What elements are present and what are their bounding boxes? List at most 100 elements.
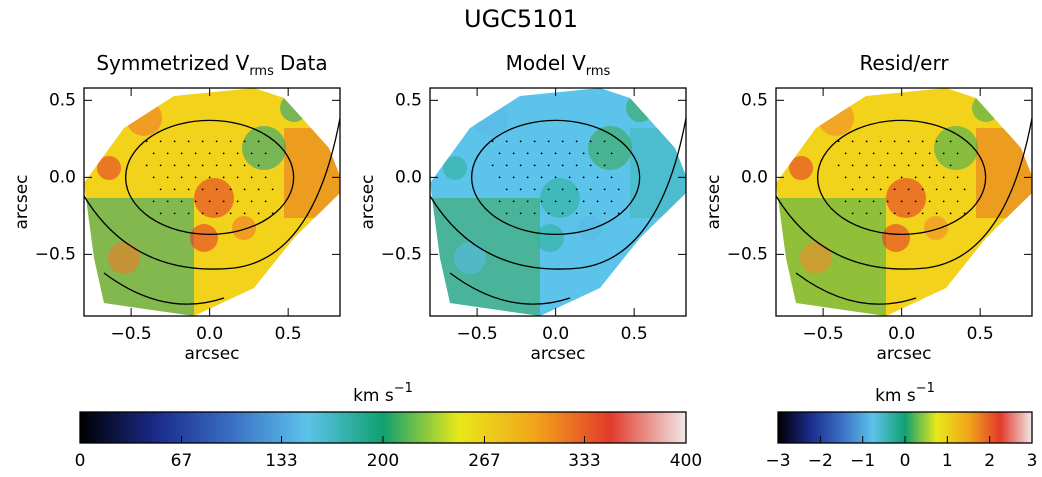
spaxel (222, 200, 225, 203)
spaxel (603, 164, 606, 167)
spaxel (879, 188, 882, 191)
spaxel (533, 140, 536, 143)
figure-title: UGC5101 (464, 5, 578, 33)
spaxel (215, 212, 218, 215)
spaxel (229, 140, 232, 143)
spaxel (194, 200, 197, 203)
spaxel (893, 164, 896, 167)
spaxel (603, 188, 606, 191)
spaxel (271, 212, 274, 215)
spaxel (900, 200, 903, 203)
spaxel (145, 164, 148, 167)
spaxel (236, 176, 239, 179)
field-blob (800, 242, 832, 274)
spaxel (907, 164, 910, 167)
x-tick-label: 0.0 (196, 324, 223, 344)
field-blob (232, 216, 256, 240)
spaxel (201, 188, 204, 191)
spaxel (858, 176, 861, 179)
x-tick-label: −0.5 (456, 324, 497, 344)
contour (83, 117, 341, 270)
spaxel (554, 176, 557, 179)
spaxel (575, 212, 578, 215)
spaxel (512, 152, 515, 155)
spaxel (575, 140, 578, 143)
spaxel (956, 152, 959, 155)
spaxel (893, 188, 896, 191)
spaxel (949, 212, 952, 215)
spaxel (568, 176, 571, 179)
spaxel (547, 212, 550, 215)
spaxel (928, 200, 931, 203)
spaxel (208, 200, 211, 203)
spaxel (561, 140, 564, 143)
spaxel (582, 200, 585, 203)
spaxel (547, 140, 550, 143)
x-tick-label: −0.5 (802, 324, 843, 344)
x-tick-label: 0.0 (888, 324, 915, 344)
spaxel (187, 212, 190, 215)
spaxel (173, 164, 176, 167)
spaxel (215, 188, 218, 191)
field-blob (578, 216, 602, 240)
spaxel (236, 200, 239, 203)
spaxel (533, 212, 536, 215)
x-tick-label: 333 (568, 451, 600, 471)
spaxel (851, 140, 854, 143)
spaxel (491, 140, 494, 143)
spaxel (872, 200, 875, 203)
contour (795, 272, 917, 305)
spaxel (540, 152, 543, 155)
x-tick-label: −3 (765, 451, 790, 471)
field-blob (882, 224, 910, 252)
spaxel (547, 164, 550, 167)
spaxel (519, 164, 522, 167)
spaxel (582, 152, 585, 155)
spaxel (942, 200, 945, 203)
field-edge (284, 128, 340, 218)
plot-frame (775, 87, 1033, 317)
y-tick-label: 0.0 (395, 167, 422, 187)
spaxel (159, 212, 162, 215)
spaxel (145, 140, 148, 143)
spaxel (928, 176, 931, 179)
spaxel (575, 188, 578, 191)
spaxel (505, 188, 508, 191)
spaxel (603, 212, 606, 215)
spaxel (243, 188, 246, 191)
spaxel (152, 200, 155, 203)
x-tick-label: 0 (75, 451, 86, 471)
x-tick-label: −1 (850, 451, 875, 471)
spaxel (886, 176, 889, 179)
contour (429, 117, 687, 270)
spaxel (498, 152, 501, 155)
spaxel (243, 212, 246, 215)
field-blob (934, 126, 978, 170)
spaxel (526, 200, 529, 203)
contour (775, 117, 1033, 270)
spaxel (540, 200, 543, 203)
spaxel (533, 188, 536, 191)
spaxel (505, 140, 508, 143)
spaxel (519, 188, 522, 191)
spaxel (512, 176, 515, 179)
spaxel (257, 188, 260, 191)
spaxel (610, 200, 613, 203)
spaxel (921, 164, 924, 167)
spaxel (596, 176, 599, 179)
y-axis-label: arcsec (704, 174, 724, 229)
spaxel (215, 140, 218, 143)
spaxel (201, 212, 204, 215)
spaxel (257, 140, 260, 143)
spaxel (547, 188, 550, 191)
y-tick-label: 0.5 (741, 90, 768, 110)
spaxel (596, 152, 599, 155)
spaxel (505, 212, 508, 215)
spaxel (851, 212, 854, 215)
spaxel (180, 200, 183, 203)
spaxel (554, 152, 557, 155)
spaxel (561, 188, 564, 191)
spaxel (243, 140, 246, 143)
spaxel (257, 212, 260, 215)
map-field (84, 88, 340, 316)
